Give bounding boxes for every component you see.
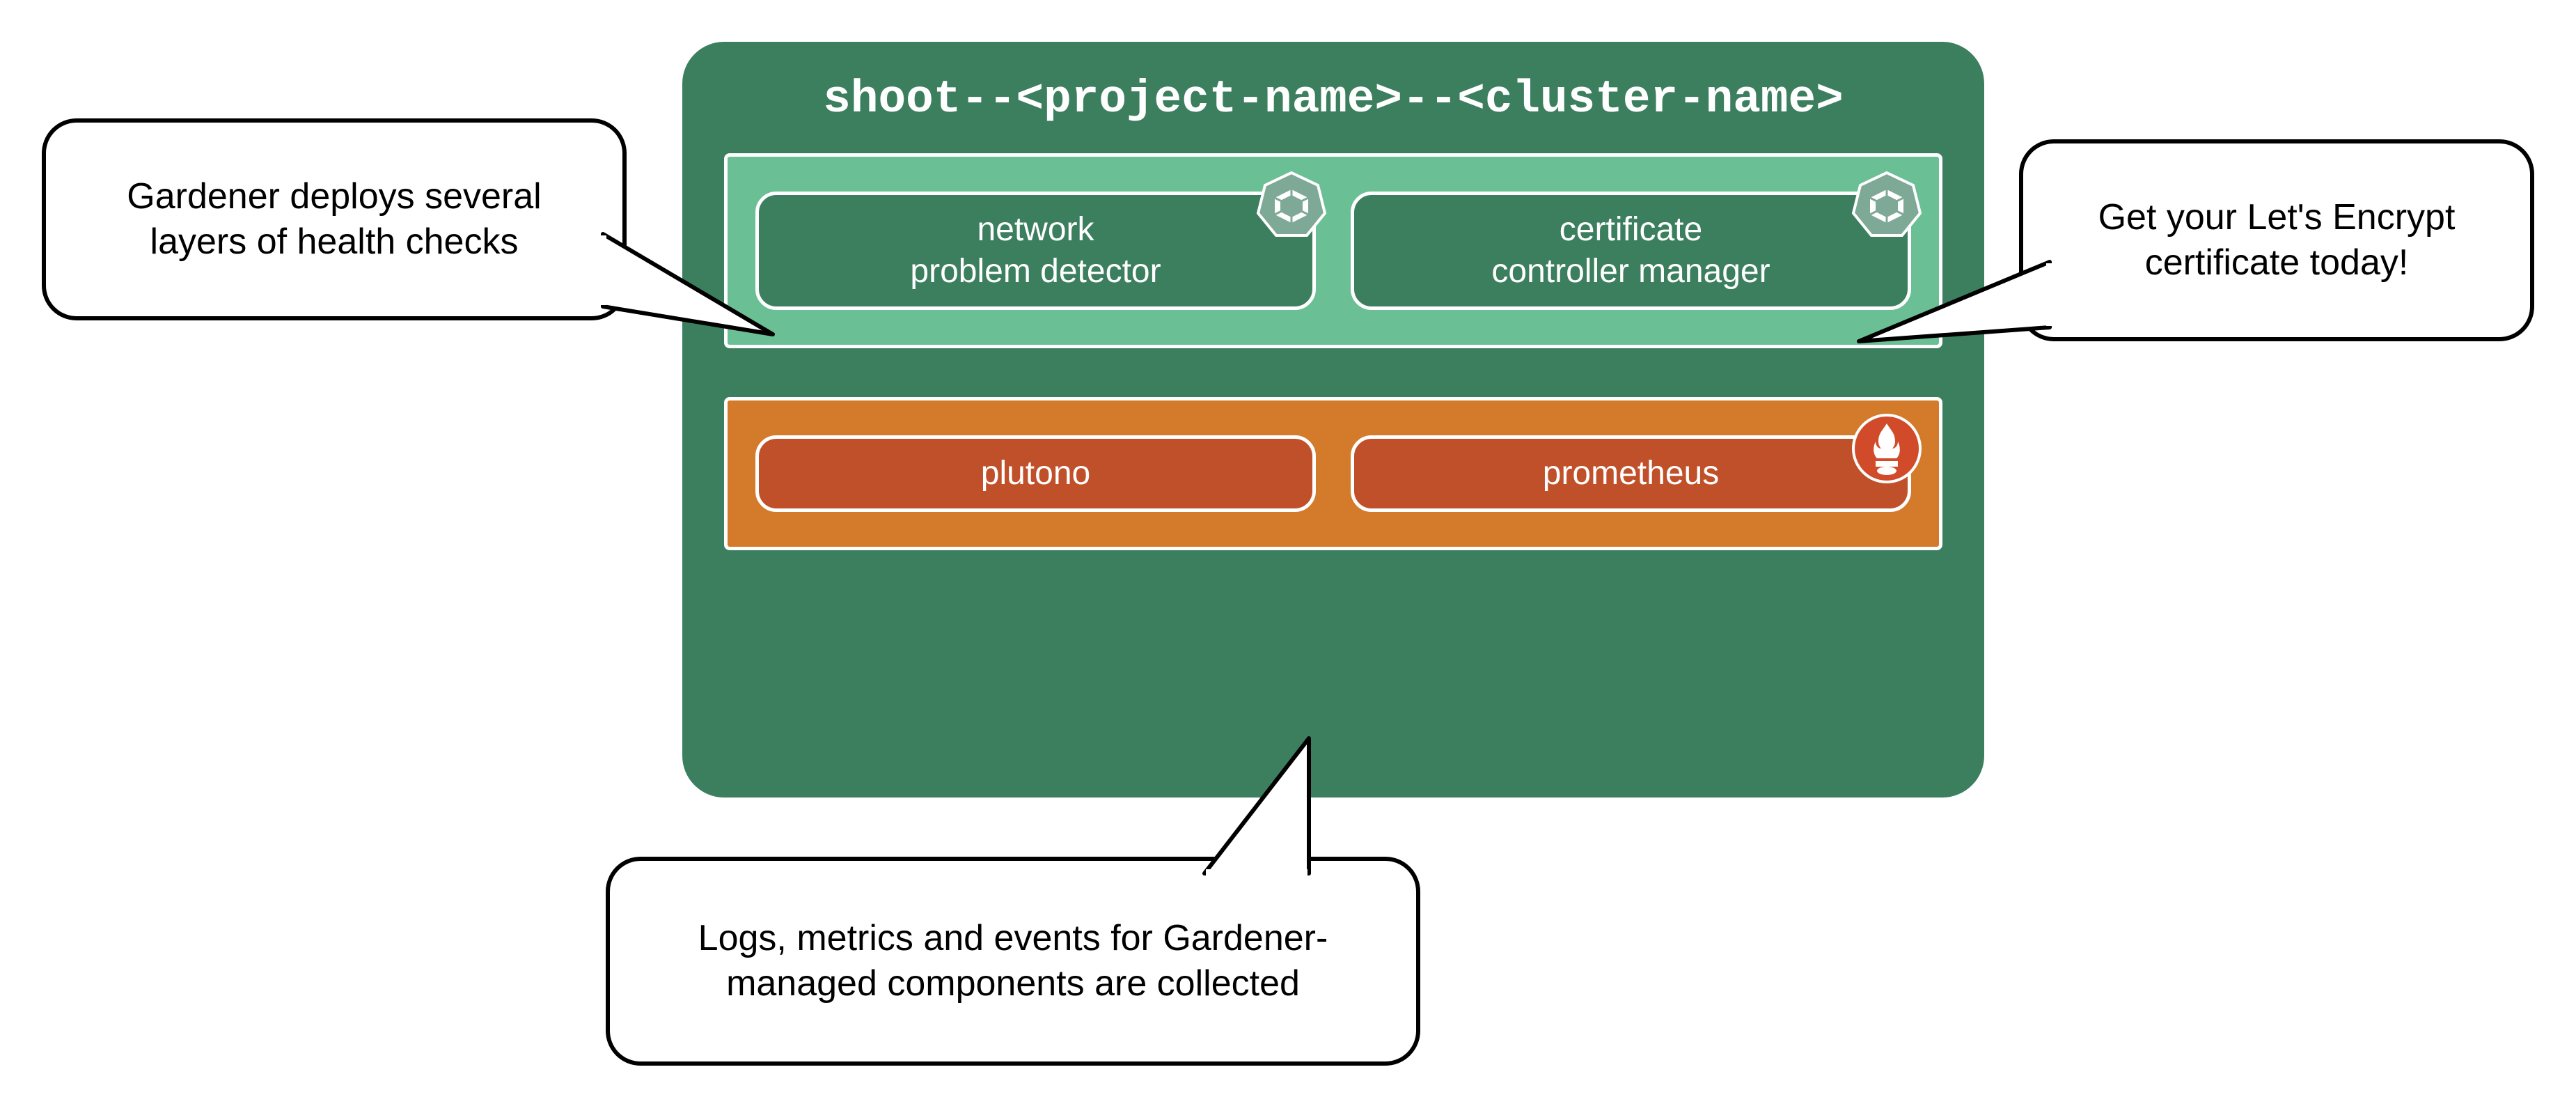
component-label-line2: controller manager [1491,251,1770,293]
component-label: prometheus [1543,453,1719,495]
callout-text: Gardener deploys several layers of healt… [81,174,588,265]
k8s-icon [1852,170,1922,240]
callout-tail [599,230,780,369]
component-label-line1: network [977,209,1094,251]
component-certificate-controller-manager: certificate controller manager [1351,192,1911,310]
component-prometheus: prometheus [1351,435,1911,512]
component-network-problem-detector: network problem detector [755,192,1316,310]
component-plutono: plutono [755,435,1316,512]
shoot-panel: shoot--<project-name>--<cluster-name> ne… [682,42,1984,798]
callout-logs-metrics: Logs, metrics and events for Gardener-ma… [606,857,1420,1066]
prometheus-icon [1852,414,1922,483]
callout-lets-encrypt: Get your Let's Encrypt certificate today… [2019,139,2534,341]
component-label: plutono [981,453,1090,495]
k8s-icon [1257,170,1326,240]
callout-tail [1197,731,1351,878]
component-label-line2: problem detector [910,251,1161,293]
component-label-line1: certificate [1560,209,1702,251]
callout-tail [1852,258,2054,376]
callout-health-checks: Gardener deploys several layers of healt… [42,118,627,320]
section-controllers: network problem detector certificate con… [724,153,1942,348]
section-monitoring: plutono prometheus [724,397,1942,550]
callout-text: Get your Let's Encrypt certificate today… [2058,195,2495,286]
panel-title: shoot--<project-name>--<cluster-name> [724,73,1942,125]
callout-text: Logs, metrics and events for Gardener-ma… [645,916,1381,1006]
